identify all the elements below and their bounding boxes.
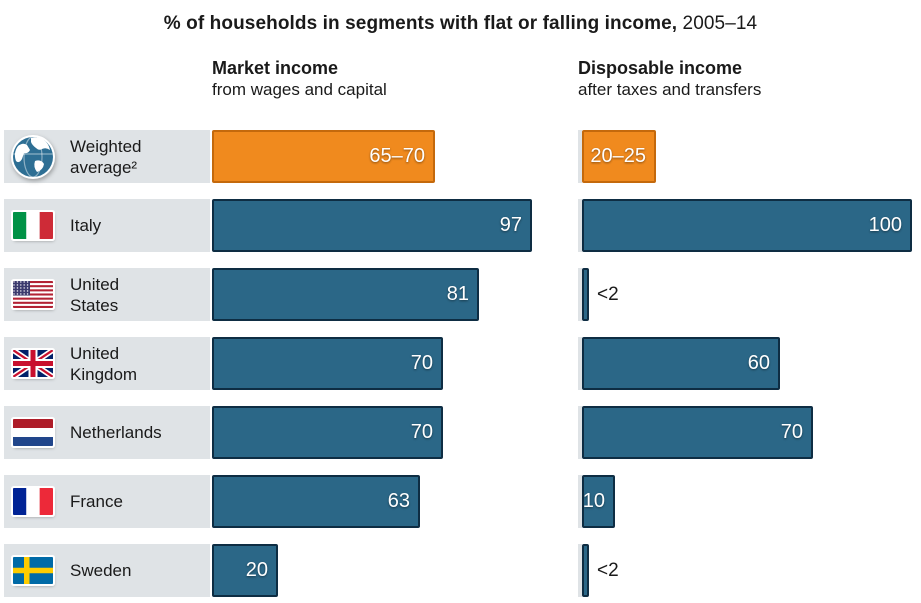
chart-row: Weighted average² 65–70 20–25 [0, 130, 921, 183]
market-income-title: Market income [212, 58, 339, 78]
bar-value-label: 97 [499, 214, 522, 236]
bar-value-label: 20 [245, 559, 268, 581]
country-label: Netherlands [70, 423, 162, 442]
market-income-bar: 63 [212, 475, 420, 528]
disposable-income-bar [582, 268, 589, 321]
row-label-box: Netherlands [4, 406, 210, 459]
chart-row: Netherlands 70 70 [0, 406, 921, 459]
chart-row: United Kingdom 70 60 [0, 337, 921, 390]
disposable-axis-baseline [578, 544, 582, 597]
usa-flag-icon [4, 281, 62, 308]
disposable-income-subtitle: after taxes and transfers [578, 80, 762, 99]
bar-value-label: 63 [387, 490, 410, 512]
country-label: Italy [70, 216, 102, 235]
bar-value-label-outside: <2 [597, 283, 619, 305]
disposable-axis-baseline [578, 475, 582, 528]
bar-value-label: 81 [446, 283, 469, 305]
column-header-disposable-income: Disposable income after taxes and transf… [578, 57, 761, 101]
chart-row: Sweden 20 <2 [0, 544, 921, 597]
bar-value-label: 70 [410, 421, 433, 443]
chart-row: United States 81 <2 [0, 268, 921, 321]
disposable-axis-baseline [578, 199, 582, 252]
bar-value-label: 60 [747, 352, 770, 374]
chart-title: % of households in segments with flat or… [0, 13, 921, 35]
bar-value-label: 20–25 [590, 145, 646, 167]
france-flag-icon [4, 488, 62, 515]
netherlands-flag-icon [4, 419, 62, 446]
disposable-income-bar: 10 [582, 475, 615, 528]
row-label-box: France [4, 475, 210, 528]
disposable-income-title: Disposable income [578, 58, 743, 78]
chart-title-main: % of households in segments with flat or… [163, 13, 678, 34]
market-income-bar: 20 [212, 544, 278, 597]
column-header-market-income: Market income from wages and capital [212, 57, 387, 101]
disposable-axis-baseline [578, 268, 582, 321]
market-income-bar: 70 [212, 406, 443, 459]
disposable-axis-baseline [578, 337, 582, 390]
italy-flag-icon [4, 212, 62, 239]
disposable-income-bar [582, 544, 589, 597]
bar-value-label: 70 [410, 352, 433, 374]
bar-value-label: 100 [868, 214, 902, 236]
chart-rows: Weighted average² 65–70 20–25 Italy 97 100 Uni… [0, 130, 921, 597]
row-label-box: United Kingdom [4, 337, 210, 390]
disposable-income-bar: 100 [582, 199, 912, 252]
globe-icon [4, 134, 62, 180]
chart-row: France 63 10 [0, 475, 921, 528]
bar-value-label: 65–70 [369, 145, 425, 167]
chart-row: Italy 97 100 [0, 199, 921, 252]
chart-title-date: 2005–14 [682, 13, 758, 34]
disposable-income-bar: 70 [582, 406, 813, 459]
country-label: United Kingdom [70, 343, 138, 384]
sweden-flag-icon [4, 557, 62, 584]
row-label-box: Italy [4, 199, 210, 252]
market-income-bar: 65–70 [212, 130, 435, 183]
country-label: Sweden [70, 561, 132, 580]
market-income-bar: 70 [212, 337, 443, 390]
bar-value-label: 10 [582, 490, 605, 512]
row-label-box: Weighted average² [4, 130, 210, 183]
market-income-bar: 81 [212, 268, 479, 321]
uk-flag-icon [4, 350, 62, 377]
bar-value-label-outside: <2 [597, 559, 619, 581]
row-label-box: United States [4, 268, 210, 321]
disposable-income-bar: 60 [582, 337, 780, 390]
country-label: Weighted average² [70, 136, 142, 177]
row-label-box: Sweden [4, 544, 210, 597]
disposable-income-bar: 20–25 [582, 130, 656, 183]
disposable-axis-baseline [578, 130, 582, 183]
market-income-subtitle: from wages and capital [212, 80, 387, 99]
disposable-axis-baseline [578, 406, 582, 459]
country-label: France [70, 492, 123, 511]
country-label: United States [70, 274, 120, 315]
market-income-bar: 97 [212, 199, 532, 252]
bar-value-label: 70 [780, 421, 803, 443]
